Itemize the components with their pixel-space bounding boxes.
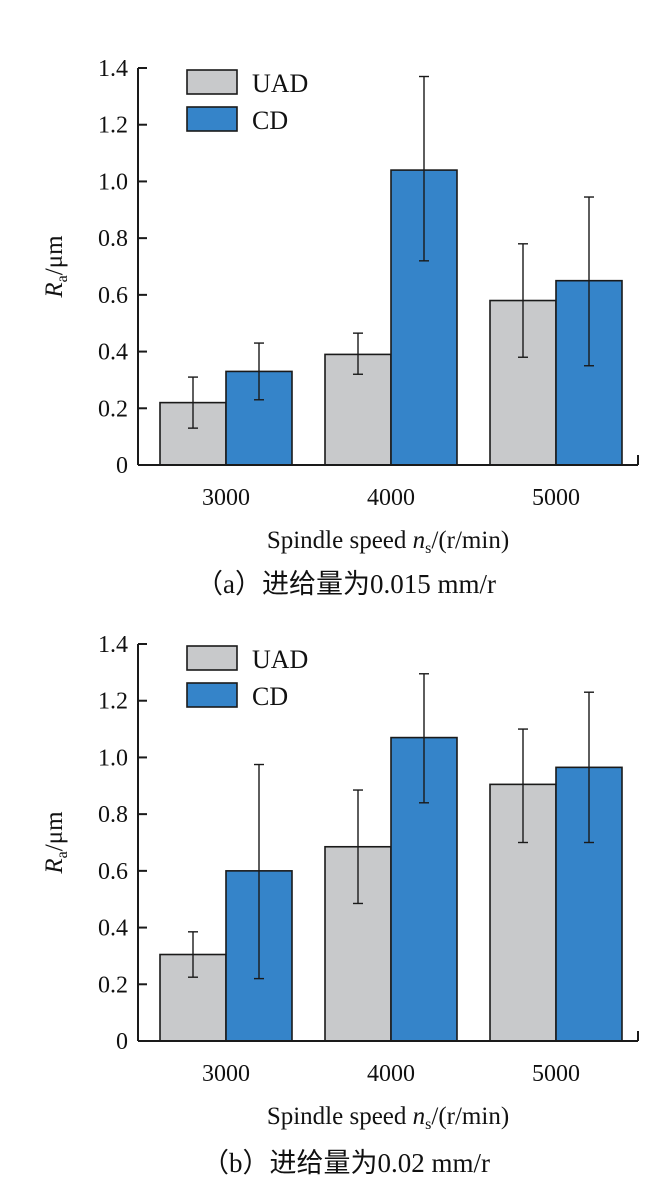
y-tick-label: 0.8: [98, 802, 128, 828]
error-bar-cd-3000: [254, 763, 264, 980]
y-tick-label: 1.2: [98, 689, 128, 715]
figure-caption: （b）进给量为0.02 mm/r: [202, 1148, 490, 1178]
legend-swatch-cd: [186, 106, 238, 132]
error-bar-uad-4000: [353, 332, 363, 375]
x-axis-title: Spindle speed ns/(r/min): [267, 527, 509, 557]
y-tick-label: 1.4: [98, 632, 128, 658]
y-tick-label: 1.0: [98, 745, 128, 771]
error-bar-uad-3000: [188, 931, 198, 978]
x-tick-label: 5000: [532, 485, 580, 511]
y-tick-label: 0.6: [98, 283, 128, 309]
legend-swatch-cd: [186, 682, 238, 708]
y-tick-label: 0.8: [98, 226, 128, 252]
y-axis-title: Ra/μm: [41, 811, 71, 875]
y-tick-label: 1.4: [98, 56, 128, 82]
x-tick-label: 4000: [367, 1061, 415, 1087]
y-axis-title: Ra/μm: [41, 235, 71, 299]
error-bar-cd-5000: [584, 691, 594, 844]
legend-swatch-uad: [186, 645, 238, 671]
x-tick-label: 4000: [367, 485, 415, 511]
legend-label-cd: CD: [252, 682, 288, 711]
y-tick-label: 0.2: [98, 972, 128, 998]
error-bar-uad-4000: [353, 789, 363, 905]
y-tick-label: 0: [116, 1029, 128, 1055]
y-tick-label: 0.4: [98, 340, 128, 366]
chart-panel-a: 0 0.2 0.4 0.6 0.8 1.0 1.2 1.4 3000 4000 5000 Spindl…: [41, 56, 639, 599]
error-bar-cd-3000: [254, 342, 264, 401]
y-tick-label: 0.2: [98, 396, 128, 422]
x-tick-label: 3000: [202, 485, 250, 511]
bar-cd-3000: [225, 370, 293, 466]
error-bar-cd-4000: [419, 75, 429, 262]
y-tick-label: 1.0: [98, 169, 128, 195]
x-tick-label: 5000: [532, 1061, 580, 1087]
legend-label-uad: UAD: [252, 645, 308, 674]
error-bar-uad-3000: [188, 376, 198, 429]
y-tick-label: 0: [116, 453, 128, 479]
error-bar-uad-5000: [518, 243, 528, 358]
chart-panel-b: 0 0.2 0.4 0.6 0.8 1.0 1.2 1.4 3000 4000 5000 Spindl…: [41, 632, 639, 1178]
error-bar-cd-4000: [419, 673, 429, 804]
x-axis-title: Spindle speed ns/(r/min): [267, 1103, 509, 1133]
error-bar-uad-5000: [518, 728, 528, 844]
y-tick-label: 0.6: [98, 859, 128, 885]
legend-label-uad: UAD: [252, 69, 308, 98]
legend-swatch-uad: [186, 69, 238, 95]
error-bar-cd-5000: [584, 196, 594, 367]
y-tick-label: 0.4: [98, 916, 128, 942]
x-tick-label: 3000: [202, 1061, 250, 1087]
legend-label-cd: CD: [252, 106, 288, 135]
y-tick-label: 1.2: [98, 113, 128, 139]
figure-caption: （a）进给量为0.015 mm/r: [196, 569, 496, 599]
